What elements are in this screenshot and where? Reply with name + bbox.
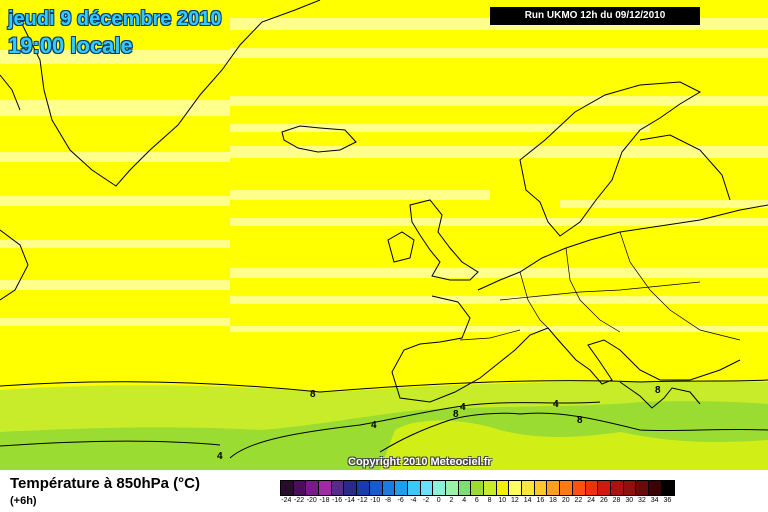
color-scale-swatch bbox=[306, 481, 320, 495]
color-scale-tick: 22 bbox=[574, 497, 583, 504]
color-scale-tick: -24 bbox=[281, 497, 292, 504]
date-title: jeudi 9 décembre 2010 bbox=[8, 8, 222, 30]
color-scale-tick: 30 bbox=[625, 497, 634, 504]
contour-label: 4 bbox=[217, 451, 223, 462]
color-scale-swatch bbox=[471, 481, 484, 495]
color-scale-swatch bbox=[344, 481, 358, 495]
time-title: 19:00 locale bbox=[8, 33, 133, 58]
color-scale-swatch bbox=[319, 481, 332, 495]
color-scale-swatch bbox=[458, 481, 472, 495]
color-scale-swatch bbox=[407, 481, 421, 495]
color-scale bbox=[280, 480, 676, 496]
color-scale-swatch bbox=[547, 481, 561, 495]
color-scale-tick: 26 bbox=[599, 497, 608, 504]
contour-label: 8 bbox=[577, 415, 583, 426]
color-scale-tick: 36 bbox=[663, 497, 672, 504]
color-scale-swatch bbox=[382, 481, 396, 495]
color-scale-tick: -14 bbox=[344, 497, 355, 504]
color-scale-swatch bbox=[369, 481, 383, 495]
color-scale-tick: 24 bbox=[587, 497, 596, 504]
color-scale-tick: 16 bbox=[536, 497, 545, 504]
pale-bands-west bbox=[0, 50, 230, 326]
color-scale-tick: 6 bbox=[474, 497, 479, 504]
contour-lines bbox=[0, 379, 768, 459]
contour-label: 8 bbox=[310, 389, 316, 400]
contour-label: 4 bbox=[460, 402, 466, 413]
run-label: Run UKMO 12h du 09/12/2010 bbox=[490, 7, 700, 25]
color-scale-swatch bbox=[293, 481, 307, 495]
color-scale-swatch bbox=[572, 481, 586, 495]
warm-patch-africa bbox=[380, 420, 768, 470]
color-scale-tick: -6 bbox=[397, 497, 404, 504]
color-scale-swatch bbox=[522, 481, 535, 495]
color-scale-tick: 32 bbox=[638, 497, 646, 504]
color-scale-swatch bbox=[331, 481, 345, 495]
color-scale-swatch bbox=[484, 481, 497, 495]
color-scale-tick: 20 bbox=[561, 497, 570, 504]
color-scale-swatch bbox=[585, 481, 599, 495]
color-scale-tick: 10 bbox=[498, 497, 507, 504]
contour-labels: 8 8 8 8 4 4 4 4 bbox=[217, 385, 661, 462]
color-scale-tick: -10 bbox=[370, 497, 381, 504]
color-scale-swatch bbox=[420, 481, 434, 495]
color-scale-tick: -2 bbox=[422, 497, 430, 504]
color-scale-swatch bbox=[636, 481, 649, 495]
color-scale-swatch bbox=[560, 481, 573, 495]
color-scale-swatch bbox=[395, 481, 408, 495]
color-scale-tick: 18 bbox=[549, 497, 557, 504]
contour-label: 4 bbox=[553, 399, 559, 410]
color-scale-swatch bbox=[610, 481, 624, 495]
color-scale-swatch bbox=[445, 481, 459, 495]
color-scale-swatch bbox=[661, 481, 675, 495]
coastlines bbox=[0, 0, 768, 453]
color-scale-tick: 8 bbox=[487, 497, 492, 504]
legend-panel: Température à 850hPa (°C) (+6h) -24 -22 -2… bbox=[0, 470, 768, 512]
color-scale-tick: -22 bbox=[293, 497, 305, 504]
color-scale-tick: -16 bbox=[332, 497, 343, 504]
color-scale-tick: -8 bbox=[384, 497, 392, 504]
color-scale-swatch bbox=[598, 481, 611, 495]
color-scale-tick: 34 bbox=[650, 497, 659, 504]
color-scale-tick: 28 bbox=[612, 497, 621, 504]
color-scale-tick: 2 bbox=[449, 497, 454, 504]
temperature-map: 8 8 8 8 4 4 4 4 bbox=[0, 0, 768, 470]
color-scale-tick: 12 bbox=[511, 497, 519, 504]
color-scale-tick: -4 bbox=[410, 497, 417, 504]
color-scale-tick: -20 bbox=[306, 497, 317, 504]
copyright-text: Copyright 2010 Meteociel.fr bbox=[348, 456, 492, 468]
color-scale-swatch bbox=[433, 481, 446, 495]
contour-label: 8 bbox=[655, 385, 661, 396]
color-scale-tick: 14 bbox=[523, 497, 532, 504]
lead-time-label: (+6h) bbox=[10, 495, 37, 507]
variable-title: Température à 850hPa (°C) bbox=[10, 475, 200, 492]
contour-label: 4 bbox=[371, 420, 377, 431]
color-scale-tick: -18 bbox=[319, 497, 330, 504]
color-scale-swatch bbox=[281, 481, 294, 495]
color-scale-tick: 0 bbox=[436, 497, 441, 504]
color-scale-swatch bbox=[509, 481, 523, 495]
color-scale-tick: -12 bbox=[357, 497, 368, 504]
pale-bands-east bbox=[230, 18, 768, 332]
color-scale-tick: 4 bbox=[462, 497, 467, 504]
contour-label: 8 bbox=[453, 409, 459, 420]
color-scale-swatch bbox=[648, 481, 662, 495]
color-scale-swatch bbox=[496, 481, 510, 495]
color-scale-swatch bbox=[534, 481, 548, 495]
color-scale-swatch bbox=[357, 481, 370, 495]
color-scale-swatch bbox=[623, 481, 637, 495]
